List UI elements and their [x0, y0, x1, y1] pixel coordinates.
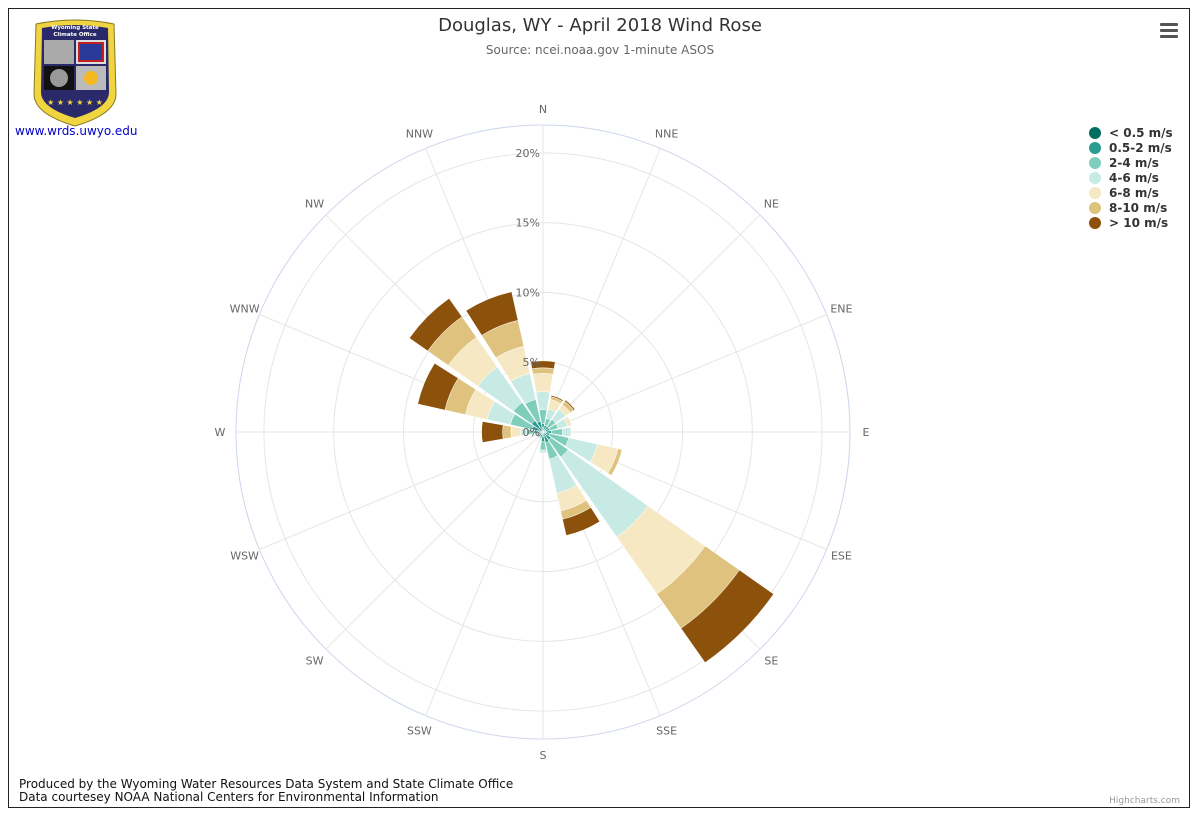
direction-label-e: E: [863, 426, 870, 439]
direction-label-ene: ENE: [830, 302, 852, 315]
hamburger-menu-icon: [1160, 23, 1178, 26]
website-link[interactable]: www.wrds.uwyo.edu: [15, 124, 138, 138]
wedge-ene: [563, 415, 572, 427]
direction-label-nw: NW: [305, 198, 324, 211]
footer-line1: Produced by the Wyoming Water Resources …: [19, 777, 514, 791]
direction-label-sw: SW: [306, 654, 324, 667]
legend-swatch-icon: [1089, 216, 1101, 229]
wedge-nne: [550, 394, 564, 402]
legend-label: 0.5-2 m/s: [1109, 140, 1172, 155]
wedge-w: [502, 424, 512, 440]
wedge-s: [539, 449, 547, 454]
direction-label-nnw: NNW: [406, 128, 433, 141]
wedge-n: [530, 360, 556, 370]
legend-item[interactable]: 6-8 m/s: [1089, 185, 1173, 200]
chart-frame: [8, 8, 1190, 808]
wedge-n: [535, 391, 551, 411]
chart-menu-button[interactable]: [1156, 20, 1182, 42]
direction-label-sse: SSE: [656, 724, 677, 737]
moon-icon: [50, 69, 68, 87]
radial-tick-label: 15%: [516, 217, 540, 230]
wedge-nnw: [465, 291, 519, 336]
legend-label: 6-8 m/s: [1109, 185, 1159, 200]
legend-item[interactable]: 8-10 m/s: [1089, 200, 1173, 215]
direction-label-w: W: [215, 426, 226, 439]
wedge-sse: [562, 507, 601, 536]
radial-tick-label: 20%: [516, 147, 540, 160]
direction-label-ssw: SSW: [407, 724, 432, 737]
direction-label-nne: NNE: [655, 128, 678, 141]
direction-label-ese: ESE: [831, 550, 852, 563]
wedge-ne: [564, 399, 576, 411]
direction-spoke: [259, 431, 544, 550]
legend-item[interactable]: 0.5-2 m/s: [1089, 140, 1173, 155]
direction-spoke: [325, 431, 544, 650]
chart-title: Douglas, WY - April 2018 Wind Rose: [438, 15, 762, 36]
weathervane-icon: [44, 40, 74, 64]
legend-item[interactable]: < 0.5 m/s: [1089, 125, 1173, 140]
legend-label: 4-6 m/s: [1109, 170, 1159, 185]
direction-spoke: [542, 148, 661, 433]
direction-label-n: N: [539, 103, 547, 116]
wedge-ese: [607, 448, 623, 476]
direction-label-wsw: WSW: [230, 550, 259, 563]
logo-text-line2: Climate Office: [53, 32, 97, 38]
direction-spoke: [425, 431, 544, 716]
wedge-w: [510, 426, 522, 438]
legend-swatch-icon: [1089, 201, 1101, 214]
wedge-w: [481, 421, 504, 443]
legend-swatch-icon: [1089, 186, 1101, 199]
direction-spoke: [542, 214, 761, 433]
direction-label-wnw: WNW: [230, 302, 260, 315]
direction-spoke: [542, 314, 827, 433]
legend-label: 8-10 m/s: [1109, 200, 1168, 215]
wedge-sw: [536, 434, 541, 439]
direction-label-ne: NE: [764, 198, 779, 211]
direction-label-s: S: [540, 749, 547, 762]
legend: < 0.5 m/s 0.5-2 m/s 2-4 m/s 4-6 m/s 6-8 m/s 8…: [1089, 125, 1173, 230]
highcharts-credit[interactable]: Highcharts.com: [1109, 796, 1180, 806]
legend-swatch-icon: [1089, 171, 1101, 184]
legend-item[interactable]: > 10 m/s: [1089, 215, 1173, 230]
climate-office-logo: ★ ★ ★ ★ ★ ★ Wyoming State Climate Office: [33, 19, 117, 127]
legend-item[interactable]: 4-6 m/s: [1089, 170, 1173, 185]
wedge-ssw: [538, 436, 543, 440]
wedge-e: [561, 426, 572, 438]
footer-line2: Data courtesey NOAA National Centers for…: [19, 790, 439, 804]
footer-credits: Produced by the Wyoming Water Resources …: [19, 778, 513, 804]
sun-icon: [84, 71, 98, 85]
legend-label: > 10 m/s: [1109, 215, 1169, 230]
svg-text:★ ★ ★ ★ ★ ★: ★ ★ ★ ★ ★ ★: [47, 98, 103, 107]
legend-label: < 0.5 m/s: [1109, 125, 1173, 140]
legend-swatch-icon: [1089, 141, 1101, 154]
wedge-se: [680, 569, 774, 663]
legend-item[interactable]: 2-4 m/s: [1089, 155, 1173, 170]
wedge-wsw: [535, 432, 539, 437]
chart-subtitle: Source: ncei.noaa.gov 1-minute ASOS: [485, 43, 715, 57]
radial-tick-label: 10%: [516, 286, 540, 299]
legend-label: 2-4 m/s: [1109, 155, 1159, 170]
legend-swatch-icon: [1089, 156, 1101, 169]
logo-text-line1: Wyoming State: [51, 25, 99, 31]
wedge-nw: [409, 298, 463, 352]
legend-swatch-icon: [1089, 126, 1101, 139]
direction-label-se: SE: [764, 654, 778, 667]
radial-tick-label: 0%: [523, 426, 540, 439]
wedge-n: [532, 373, 554, 393]
radial-tick-label: 5%: [523, 356, 540, 369]
flag-icon: [78, 42, 104, 62]
wedge-wnw: [417, 362, 459, 411]
